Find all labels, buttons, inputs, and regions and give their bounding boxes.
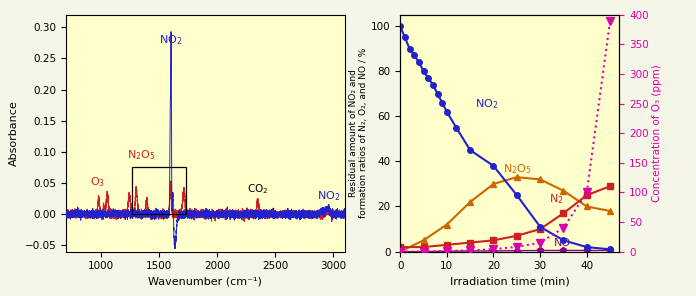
- Text: NO$_2$: NO$_2$: [159, 33, 182, 47]
- Text: CO$_2$: CO$_2$: [246, 182, 268, 196]
- Text: O$_3$: O$_3$: [90, 176, 106, 189]
- Text: N$_2$O$_5$: N$_2$O$_5$: [503, 163, 532, 176]
- Text: N$_2$O$_5$: N$_2$O$_5$: [127, 149, 156, 163]
- Y-axis label: Residual amount of NO₂ and
formation ratios of N₂, O₂, and NO / %: Residual amount of NO₂ and formation rat…: [349, 48, 368, 218]
- Text: NO$_2$: NO$_2$: [317, 189, 340, 203]
- Text: NO$_2$: NO$_2$: [475, 97, 498, 111]
- X-axis label: Irradiation time (min): Irradiation time (min): [450, 277, 570, 287]
- Y-axis label: Absorbance: Absorbance: [9, 100, 19, 166]
- Text: NO: NO: [554, 238, 571, 248]
- X-axis label: Wavenumber (cm⁻¹): Wavenumber (cm⁻¹): [148, 277, 262, 287]
- Y-axis label: Concentration of O₃ (ppm): Concentration of O₃ (ppm): [651, 64, 662, 202]
- Bar: [132, 168, 186, 214]
- Text: N$_2$: N$_2$: [549, 192, 564, 206]
